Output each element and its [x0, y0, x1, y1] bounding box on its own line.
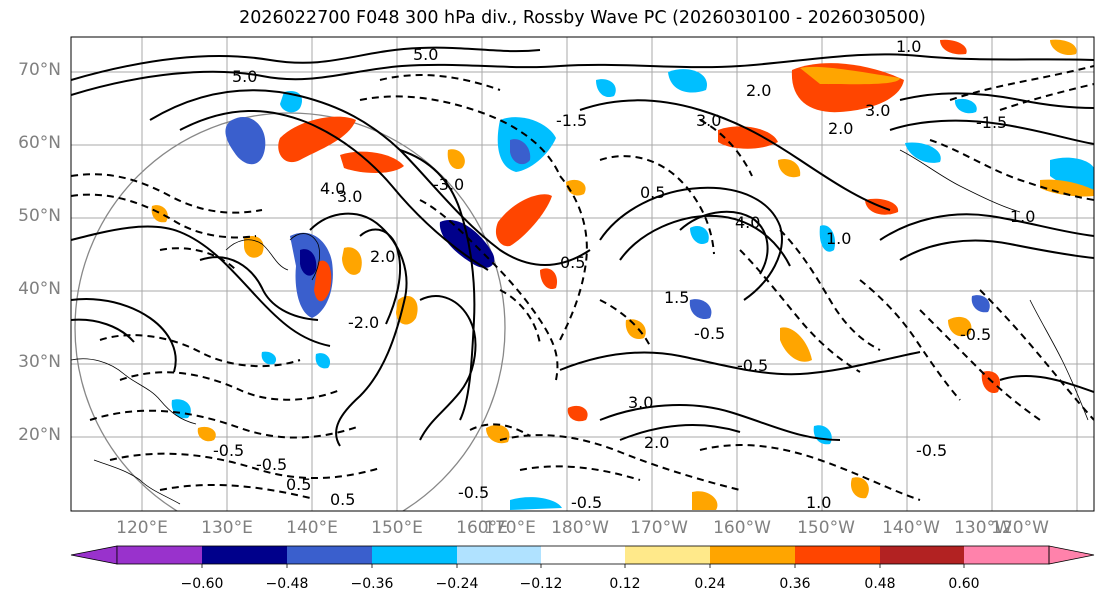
range-circle [74, 112, 506, 511]
lat-label-50n: 50°N [18, 206, 61, 226]
colorbar-bin-8 [710, 546, 795, 564]
contour-label: 2.0 [370, 247, 395, 266]
lon-label-120w: 120°W [991, 518, 1049, 538]
contour-label: 3.0 [696, 111, 721, 130]
contour-label: -2.0 [348, 313, 379, 332]
lon-label-130e: 130°E [201, 518, 253, 538]
colorbar [70, 545, 1095, 568]
contour-label: 0.5 [640, 183, 665, 202]
colorbar-bin-9 [795, 546, 880, 564]
contour-label: 4.0 [735, 213, 760, 232]
contour-label: -0.5 [694, 324, 725, 343]
colorbar-tick-label: −0.48 [265, 576, 309, 592]
map-frame [70, 36, 1095, 512]
colorbar-tick-label: −0.12 [519, 576, 563, 592]
colorbar-bin-1 [117, 546, 202, 564]
colorbar-tick-label: 0.48 [864, 576, 896, 592]
colorbar-over [1048, 545, 1095, 565]
lat-label-40n: 40°N [18, 279, 61, 299]
contour-label: 2.0 [746, 81, 771, 100]
lon-label-180w: 180°W [551, 518, 609, 538]
lon-label-170e: 170°E [484, 518, 536, 538]
contour-label: 1.0 [806, 493, 831, 512]
contour-label: -3.0 [433, 175, 464, 194]
solid-contours [71, 46, 1094, 447]
contour-label: 1.0 [826, 229, 851, 248]
lon-label-160e: 160°E [456, 518, 508, 538]
contour-labels: 5.0 3.0 4.0 2.0 1.5 1.0 0.5 -0.5 -2.0 -1… [213, 37, 1035, 512]
colorbar-bin-10 [880, 546, 964, 564]
map-plot-area: 5.0 3.0 4.0 2.0 1.5 1.0 0.5 -0.5 -2.0 -1… [71, 37, 1094, 512]
colorbar-bin-5 [457, 546, 541, 564]
lon-label-160w: 160°W [713, 518, 771, 538]
lon-label-170w: 170°W [630, 518, 688, 538]
contour-label: -1.5 [556, 111, 587, 130]
contour-label: 3.0 [865, 101, 890, 120]
contour-label: 3.0 [337, 187, 362, 206]
lat-label-30n: 30°N [18, 352, 61, 372]
lon-label-140e: 140°E [286, 518, 338, 538]
contour-label: 1.0 [896, 37, 921, 56]
colorbar-bin-3 [287, 546, 372, 564]
lon-label-150w: 150°W [797, 518, 855, 538]
colorbar-tick-label: 0.36 [779, 576, 811, 592]
contour-label: -0.5 [960, 325, 991, 344]
contour-label: -0.5 [213, 441, 244, 460]
map-title: 2026022700 F048 300 hPa div., Rossby Wav… [239, 8, 926, 28]
lon-label-130w: 130°W [954, 518, 1012, 538]
graticule [71, 37, 1094, 511]
lon-label-120e: 120°E [116, 518, 168, 538]
contour-label: 2.0 [828, 119, 853, 138]
contour-label: 5.0 [413, 45, 438, 64]
contour-label: 1.0 [1010, 207, 1035, 226]
contour-label: 1.5 [664, 288, 689, 307]
colorbar-bin-2 [202, 546, 287, 564]
divergence-fills [151, 39, 1094, 510]
lat-label-70n: 70°N [18, 60, 61, 80]
colorbar-tick-label: 0.12 [609, 576, 641, 592]
contour-label: 0.5 [560, 253, 585, 272]
contour-label: 4.0 [320, 179, 345, 198]
contour-label: 0.5 [286, 475, 311, 494]
lat-label-60n: 60°N [18, 133, 61, 153]
contour-label: -0.5 [916, 441, 947, 460]
lon-label-140w: 140°W [882, 518, 940, 538]
lat-label-20n: 20°N [18, 425, 61, 445]
colorbar-bin-11 [964, 546, 1049, 564]
dashed-contours [71, 65, 1094, 501]
colorbar-tick-label: −0.24 [435, 576, 479, 592]
colorbar-tick-label: −0.36 [350, 576, 394, 592]
colorbar-bin-4 [372, 546, 457, 564]
colorbar-tick-label: 0.60 [948, 576, 980, 592]
contour-label: -0.5 [256, 455, 287, 474]
colorbar-tick-label: −0.60 [180, 576, 224, 592]
colorbar-bin-7 [625, 546, 710, 564]
contour-label: -0.5 [571, 493, 602, 512]
contour-label: -0.5 [737, 356, 768, 375]
contour-label: 5.0 [232, 67, 257, 86]
colorbar-bin-6 [541, 546, 625, 564]
contour-label: 0.5 [330, 490, 355, 509]
contour-label: -0.5 [458, 483, 489, 502]
coastlines [71, 149, 1089, 505]
colorbar-under [70, 545, 118, 565]
contour-label: -1.5 [976, 113, 1007, 132]
colorbar-tick-label: 0.24 [694, 576, 726, 592]
lon-label-150e: 150°E [371, 518, 423, 538]
contour-label: 2.0 [644, 433, 669, 452]
contour-label: 3.0 [628, 393, 653, 412]
